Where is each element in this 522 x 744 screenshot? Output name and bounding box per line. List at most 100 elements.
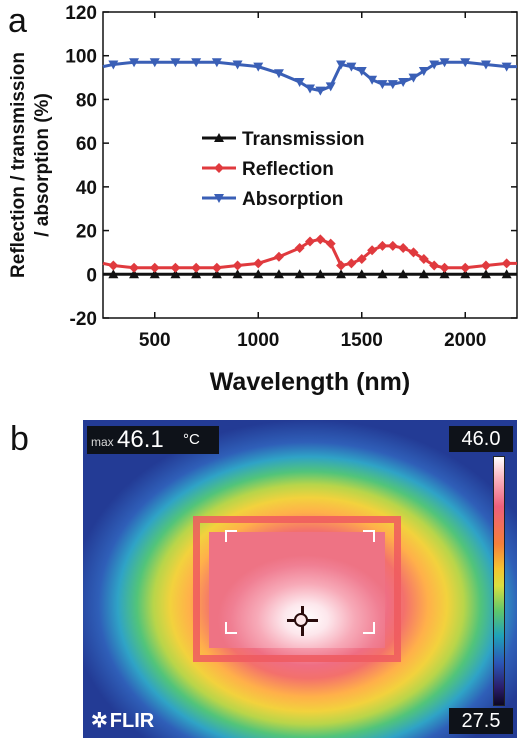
absorption-legend-marker <box>214 194 224 203</box>
transmission-point <box>108 269 119 279</box>
y-tick-label: 60 <box>76 134 97 155</box>
crosshair-icon <box>294 613 308 627</box>
transmission-point <box>480 269 491 279</box>
reflection-point <box>273 251 284 262</box>
absorption-point <box>315 86 326 96</box>
focus-bracket-bottom-left <box>225 622 237 634</box>
absorption-point <box>211 58 222 68</box>
reflection-legend-marker <box>214 163 224 173</box>
reflection-point <box>418 253 429 264</box>
y-tick-label: 0 <box>86 265 97 286</box>
transmission-point <box>170 269 181 279</box>
reflection-point <box>129 262 140 273</box>
transmission-point <box>211 269 222 279</box>
absorption-point <box>294 77 305 87</box>
transmission-point <box>253 269 264 279</box>
transmission-series <box>103 269 517 279</box>
max-unit: °C <box>183 431 200 448</box>
y-tick-label: 80 <box>76 90 97 111</box>
absorption-point <box>325 82 336 92</box>
absorption-point <box>253 62 264 72</box>
absorption-point <box>170 58 181 68</box>
reflection-point <box>387 240 398 251</box>
absorption-point <box>108 60 119 70</box>
transmission-point <box>336 269 347 279</box>
transmission-point <box>149 269 160 279</box>
transmission-point <box>439 269 450 279</box>
reflection-point <box>170 262 181 273</box>
sample-outline <box>193 516 401 662</box>
x-tick-label: 1500 <box>341 330 383 351</box>
plot-frame <box>102 11 518 319</box>
sample-hotspot <box>209 532 385 648</box>
absorption-point <box>191 58 202 68</box>
reflection-point <box>429 260 440 271</box>
transmission-point <box>315 269 326 279</box>
reflection-point <box>460 262 471 273</box>
absorption-point <box>232 60 243 70</box>
x-tick-label: 500 <box>139 330 171 351</box>
reflection-point <box>108 260 119 271</box>
y-axis-label-line: Reflection / transmission <box>8 52 29 278</box>
y-axis-label-line: / absorption (%) <box>32 93 53 237</box>
reflection-point <box>367 245 378 256</box>
absorption-point <box>460 58 471 68</box>
panel-b-label: b <box>10 420 29 458</box>
y-tick-label: 40 <box>76 178 97 199</box>
transmission-point <box>129 269 140 279</box>
reflection-point <box>315 234 326 245</box>
x-tick-label: 1000 <box>237 330 279 351</box>
focus-bracket-top-right <box>363 530 375 542</box>
transmission-point <box>501 269 512 279</box>
absorption-point <box>408 73 419 83</box>
y-tick-label: -20 <box>70 309 97 330</box>
absorption-point <box>501 62 512 72</box>
absorption-point <box>480 60 491 70</box>
absorption-chart: -20 0 20 40 60 80 100 120 500 1000 1500 2000 Wavelen… <box>8 3 518 396</box>
absorption-point <box>429 60 440 70</box>
panel-a-label: a <box>8 2 27 40</box>
absorption-point <box>398 77 409 87</box>
reflection-point <box>480 260 491 271</box>
reflection-point <box>501 258 512 269</box>
reflection-point <box>356 253 367 264</box>
y-tick-label: 120 <box>65 3 97 24</box>
reflection-point <box>377 240 388 251</box>
thermal-image: max 46.1 °C 46.0 27.5 ✲ FLIR <box>83 420 517 738</box>
transmission-point <box>460 269 471 279</box>
flir-logo-icon: ✲ <box>91 710 108 732</box>
reflection-point <box>253 258 264 269</box>
transmission-point <box>377 269 388 279</box>
absorption-point <box>346 62 357 72</box>
reflection-point <box>325 238 336 249</box>
flir-logo-text: FLIR <box>109 710 155 732</box>
absorption-point <box>387 80 398 90</box>
transmission-legend-marker <box>214 133 224 142</box>
y-tick-label: 100 <box>65 47 97 68</box>
absorption-point <box>336 60 347 70</box>
absorption-point <box>367 75 378 85</box>
transmission-point <box>191 269 202 279</box>
transmission-point <box>273 269 284 279</box>
reflection-point <box>232 260 243 271</box>
x-axis-label: Wavelength (nm) <box>210 368 410 396</box>
reflection-series <box>102 234 517 273</box>
reflection-point <box>211 262 222 273</box>
absorption-point <box>273 69 284 79</box>
absorption-point <box>439 58 450 68</box>
absorption-point <box>356 67 367 77</box>
reflection-point <box>336 260 347 271</box>
max-value: 46.1 <box>117 426 164 453</box>
absorption-point <box>129 58 140 68</box>
scale-max-value: 46.0 <box>449 426 513 452</box>
reflection-point <box>408 247 419 258</box>
transmission-point <box>356 269 367 279</box>
absorption-series <box>102 58 517 96</box>
scale-min-value: 27.5 <box>449 708 513 734</box>
transmission-point <box>418 269 429 279</box>
y-tick-label: 20 <box>76 222 97 243</box>
transmission-point <box>232 269 243 279</box>
focus-bracket-top-left <box>225 530 237 542</box>
absorption-point <box>418 67 429 77</box>
y-axis-label: Reflection / transmission / absorption (%… <box>8 52 53 278</box>
